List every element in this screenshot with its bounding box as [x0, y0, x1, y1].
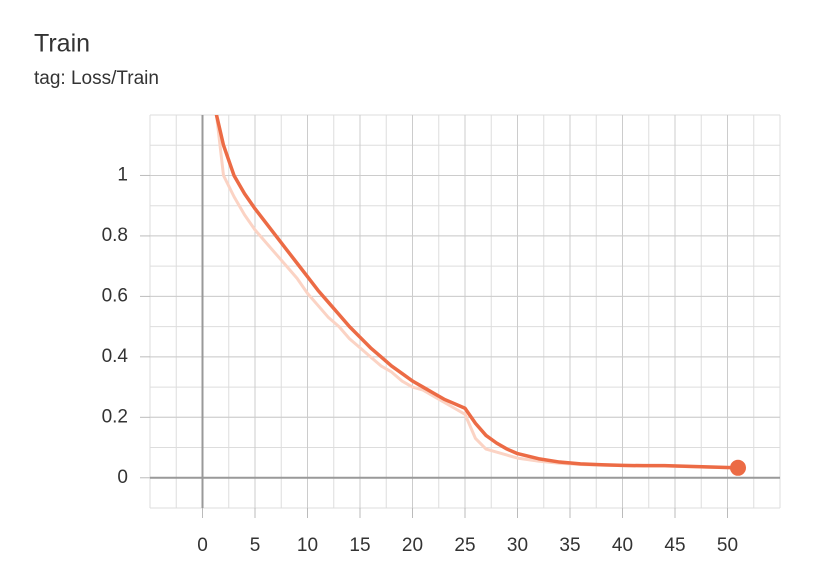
y-tick-label: 0 — [117, 467, 128, 488]
x-tick-label: 25 — [454, 535, 475, 556]
chart-subtitle: tag: Loss/Train — [34, 68, 159, 89]
x-tick-label: 40 — [612, 535, 633, 556]
x-tick-label: 5 — [250, 535, 261, 556]
x-tick-label: 10 — [297, 535, 318, 556]
y-tick-label: 0.8 — [102, 225, 128, 246]
x-tick-label: 50 — [717, 535, 738, 556]
y-tick-label: 0.2 — [102, 406, 128, 427]
series-line — [214, 115, 739, 470]
chart-title: Train — [34, 30, 90, 58]
series-line — [214, 115, 739, 470]
x-tick-label: 0 — [197, 535, 208, 556]
end-point — [730, 459, 746, 476]
x-tick-label: 45 — [664, 535, 685, 556]
y-tick-label: 1 — [117, 164, 128, 185]
x-tick-label: 30 — [507, 535, 528, 556]
x-tick-label: 15 — [349, 535, 370, 556]
x-tick-label: 35 — [559, 535, 580, 556]
x-tick-label: 20 — [402, 535, 423, 556]
y-tick-label: 0.6 — [102, 285, 128, 306]
y-tick-label: 0.4 — [102, 346, 129, 367]
